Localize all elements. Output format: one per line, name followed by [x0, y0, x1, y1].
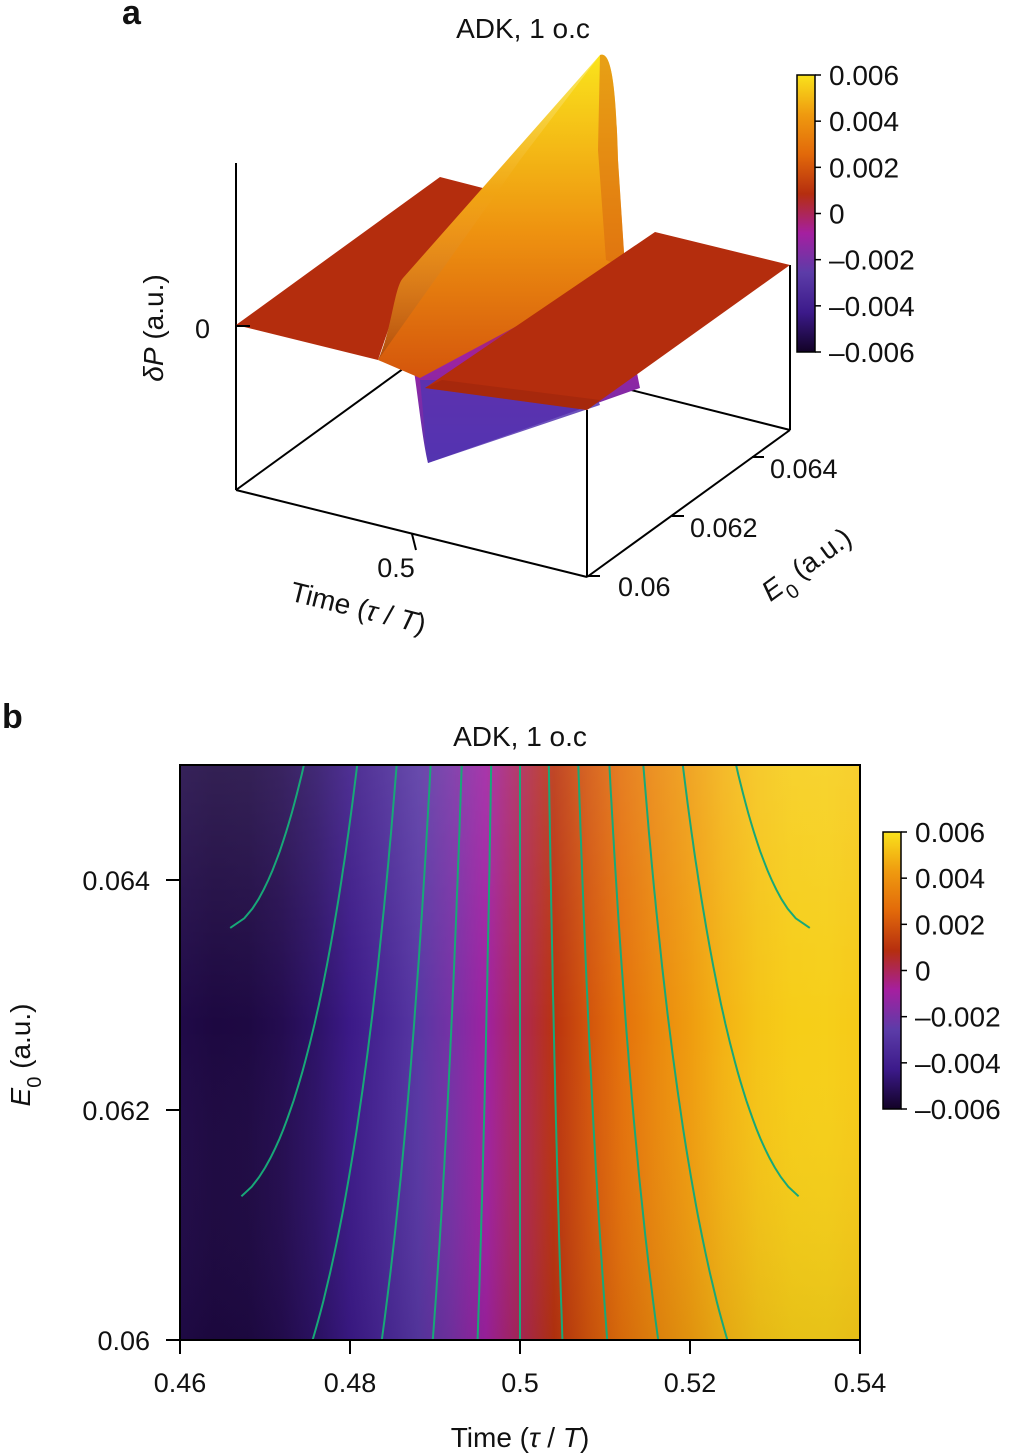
panel-a: a ADK, 1 o.c — [122, 0, 863, 640]
y-tick-label-2: 0.064 — [82, 866, 150, 896]
x-tick-label-1: 0.48 — [324, 1368, 377, 1398]
contour-line-1 — [681, 765, 800, 1198]
contour-line-7 — [476, 765, 493, 1340]
y-tick-label-2: 0.064 — [770, 454, 838, 484]
panel-b-x-label: Time (τ / T) — [451, 1422, 590, 1453]
contour-lines — [229, 765, 811, 1340]
contour-line-10 — [311, 765, 398, 1340]
contour-line-5 — [547, 765, 564, 1340]
colorbar-a-tick-label-0: 0.006 — [829, 60, 899, 91]
colorbar-b-tick-label-5: –0.004 — [915, 1048, 1001, 1079]
colorbar-b — [882, 831, 902, 1110]
surface-peak-shadow — [598, 54, 625, 269]
panel-b: b ADK, 1 o.c 0.46 0.48 0.5 0.52 0.54 0.060.0… — [2, 698, 886, 1453]
surface-right-plateau-edge — [425, 380, 600, 410]
colorbar-a — [796, 74, 816, 353]
x-tick-label-3: 0.52 — [664, 1368, 717, 1398]
contour-line-3 — [608, 765, 660, 1340]
surface-plot — [236, 54, 790, 463]
panel-a-title: ADK, 1 o.c — [456, 13, 590, 44]
contour-line-4 — [577, 765, 609, 1340]
y-tick-label-1: 0.062 — [690, 513, 758, 543]
colorbar-a-tick-label-5: –0.004 — [829, 291, 915, 322]
panel-b-colorbar: 0.006 0.004 0.002 0 –0.002 –0.004 –0.006 — [882, 817, 1001, 1125]
y-tick-label-0: 0.06 — [618, 572, 671, 602]
panel-a-z-label: δP (a.u.) — [138, 274, 169, 381]
panel-a-ticks: 0 0.5 0.06 0.062 0.064 — [195, 314, 838, 602]
colorbar-a-tick-label-1: 0.004 — [829, 106, 899, 137]
heatmap — [180, 765, 860, 1340]
contour-line-8 — [431, 765, 463, 1340]
y-tick-label-0: 0.06 — [97, 1326, 150, 1356]
time-axis-line — [235, 489, 588, 578]
colorbar-a-tick-label-6: –0.006 — [829, 337, 915, 368]
surface-right-plateau — [425, 232, 790, 410]
z-tick-label: 0 — [195, 314, 210, 344]
panel-b-y-ticks: 0.06 0.062 0.064 — [82, 866, 180, 1356]
y-tick-label-1: 0.062 — [82, 1096, 150, 1126]
contour-line-2 — [642, 765, 729, 1340]
colorbar-b-tick-label-2: 0.002 — [915, 909, 985, 940]
panel-b-letter: b — [2, 698, 23, 736]
x-tick-label-4: 0.54 — [834, 1368, 887, 1398]
panel-a-x-label: Time (τ / T) — [287, 576, 429, 640]
panel-a-colorbar: 0.006 0.004 0.002 0 –0.002 –0.004 –0.006 — [796, 60, 915, 368]
panel-b-title: ADK, 1 o.c — [453, 721, 587, 752]
e0-axis-line — [586, 429, 791, 578]
colorbar-b-tick-label-0: 0.006 — [915, 817, 985, 848]
x-tick-label-0: 0.46 — [154, 1368, 207, 1398]
panel-b-x-ticks: 0.46 0.48 0.5 0.52 0.54 — [154, 1340, 887, 1398]
x-tick-label: 0.5 — [377, 553, 415, 583]
contour-line-0 — [735, 765, 811, 929]
colorbar-a-tick-label-2: 0.002 — [829, 152, 899, 183]
panel-a-letter: a — [122, 0, 142, 32]
colorbar-b-tick-label-1: 0.004 — [915, 863, 985, 894]
x-tick-0.5 — [411, 533, 417, 551]
colorbar-a-tick-label-4: –0.002 — [829, 245, 915, 276]
panel-b-y-label: E0 (a.u.) — [5, 1004, 46, 1107]
colorbar-b-tick-label-3: 0 — [915, 956, 931, 987]
colorbar-b-tick-label-6: –0.006 — [915, 1094, 1001, 1125]
colorbar-b-tick-label-4: –0.002 — [915, 1002, 1001, 1033]
colorbar-a-tick-label-3: 0 — [829, 199, 845, 230]
contour-line-12 — [229, 765, 305, 929]
contour-line-11 — [240, 765, 359, 1198]
contour-line-9 — [380, 765, 432, 1340]
panel-a-y-label: E0 (a.u.) — [756, 522, 863, 616]
x-tick-label-2: 0.5 — [501, 1368, 539, 1398]
